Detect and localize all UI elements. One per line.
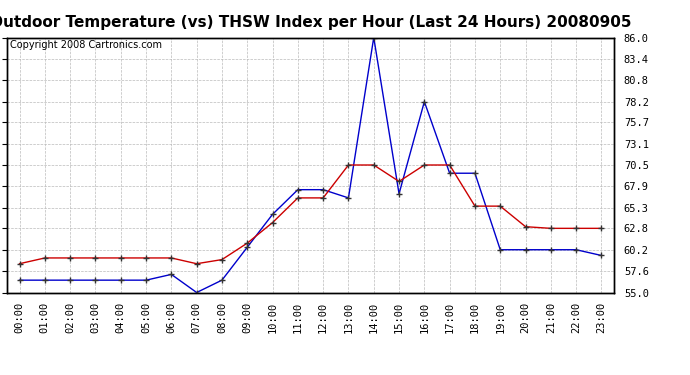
Text: Outdoor Temperature (vs) THSW Index per Hour (Last 24 Hours) 20080905: Outdoor Temperature (vs) THSW Index per … xyxy=(0,15,631,30)
Text: Copyright 2008 Cartronics.com: Copyright 2008 Cartronics.com xyxy=(10,40,162,50)
